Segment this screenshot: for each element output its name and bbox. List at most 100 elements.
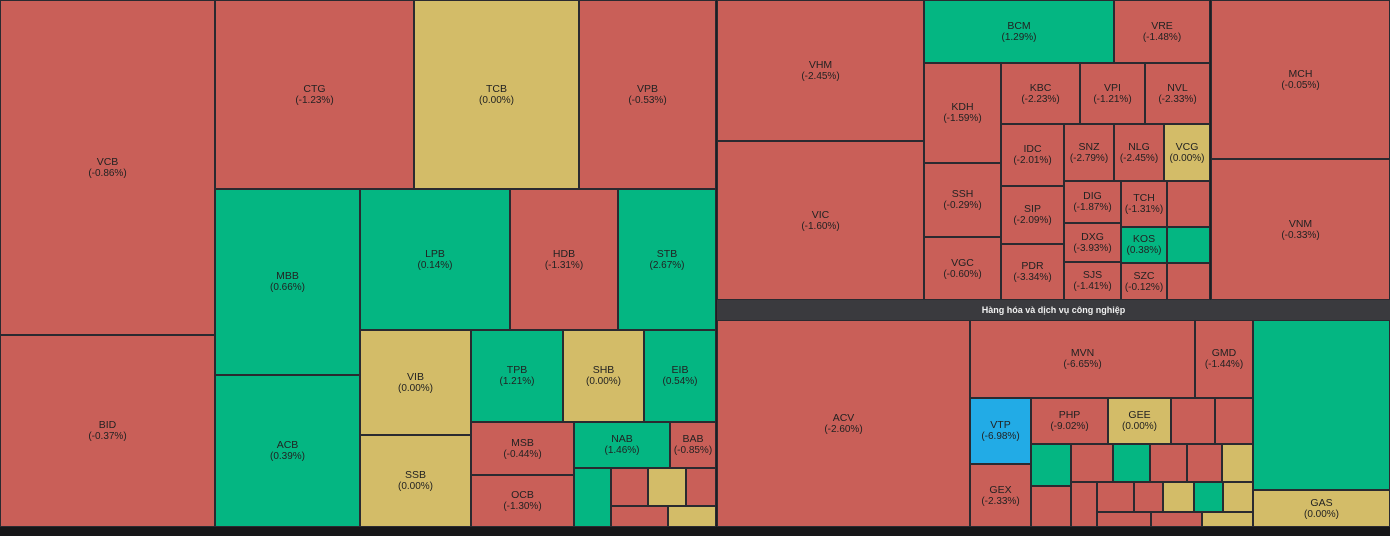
tile-kdh[interactable]: KDH (-1.59%)	[924, 63, 1001, 163]
tile-ocb[interactable]: OCB (-1.30%)	[471, 475, 574, 527]
tile-unlabeled[interactable]	[1113, 444, 1150, 482]
tile-ctg[interactable]: CTG (-1.23%)	[215, 0, 414, 189]
tile-ticker: ACV	[832, 411, 855, 424]
tile-snz[interactable]: SNZ (-2.79%)	[1064, 124, 1114, 181]
tile-sip[interactable]: SIP (-2.09%)	[1001, 186, 1064, 244]
tile-sjs[interactable]: SJS (-1.41%)	[1064, 262, 1121, 300]
tile-unlabeled[interactable]	[574, 468, 611, 527]
tile-unlabeled[interactable]	[1223, 482, 1253, 512]
tile-stb[interactable]: STB (2.67%)	[618, 189, 716, 330]
tile-unlabeled[interactable]	[1071, 482, 1097, 527]
tile-vgc[interactable]: VGC (-0.60%)	[924, 237, 1001, 300]
tile-unlabeled[interactable]	[668, 506, 716, 527]
tile-ticker: GEE	[1128, 409, 1151, 421]
tile-change: (-6.65%)	[1063, 359, 1102, 370]
tile-vcb[interactable]: VCB (-0.86%)	[0, 0, 215, 335]
tile-kbc[interactable]: KBC (-2.23%)	[1001, 63, 1080, 124]
tile-ticker: GAS	[1310, 496, 1333, 509]
tile-ticker: VNM	[1288, 217, 1313, 230]
tile-ticker: OCB	[511, 489, 534, 501]
tile-change: (0.00%)	[585, 376, 621, 387]
tile-vpi[interactable]: VPI (-1.21%)	[1080, 63, 1145, 124]
tile-ticker: VCB	[96, 155, 119, 168]
tile-ticker: VHM	[808, 58, 833, 71]
tile-acb[interactable]: ACB (0.39%)	[215, 375, 360, 527]
tile-vtp[interactable]: VTP (-6.98%)	[970, 398, 1031, 464]
tile-unlabeled[interactable]	[1071, 444, 1113, 482]
tile-unlabeled[interactable]	[1215, 398, 1253, 444]
tile-acv[interactable]: ACV (-2.60%)	[717, 320, 970, 527]
tile-unlabeled[interactable]	[1031, 444, 1071, 486]
tile-unlabeled[interactable]	[1151, 512, 1202, 527]
tile-hdb[interactable]: HDB (-1.31%)	[510, 189, 618, 330]
tile-vre[interactable]: VRE (-1.48%)	[1114, 0, 1210, 63]
tile-unlabeled[interactable]	[648, 468, 686, 506]
tile-unlabeled[interactable]	[1167, 181, 1210, 227]
tile-unlabeled[interactable]	[1171, 398, 1215, 444]
tile-unlabeled[interactable]	[1134, 482, 1163, 512]
tile-eib[interactable]: EIB (0.54%)	[644, 330, 716, 422]
tile-vic[interactable]: VIC (-1.60%)	[717, 141, 924, 300]
tile-nab[interactable]: NAB (1.46%)	[574, 422, 670, 468]
tile-pdr[interactable]: PDR (-3.34%)	[1001, 244, 1064, 300]
tile-bab[interactable]: BAB (-0.85%)	[670, 422, 716, 468]
tile-unlabeled[interactable]	[1167, 227, 1210, 263]
tile-nvl[interactable]: NVL (-2.33%)	[1145, 63, 1210, 124]
tile-vcg[interactable]: VCG (0.00%)	[1164, 124, 1210, 181]
tile-mbb[interactable]: MBB (0.66%)	[215, 189, 360, 375]
tile-ticker: EIB	[671, 364, 689, 376]
tile-kos[interactable]: KOS (0.38%)	[1121, 227, 1167, 263]
tile-bid[interactable]: BID (-0.37%)	[0, 335, 215, 527]
tile-ssh[interactable]: SSH (-0.29%)	[924, 163, 1001, 237]
tile-change: (-1.59%)	[943, 113, 982, 124]
tile-vhm[interactable]: VHM (-2.45%)	[717, 0, 924, 141]
tile-mch[interactable]: MCH (-0.05%)	[1211, 0, 1390, 159]
tile-change: (-2.09%)	[1013, 215, 1052, 226]
tile-unlabeled[interactable]	[1202, 512, 1253, 527]
tile-unlabeled[interactable]	[1167, 263, 1210, 300]
tile-unlabeled[interactable]	[1150, 444, 1187, 482]
tile-tch[interactable]: TCH (-1.31%)	[1121, 181, 1167, 227]
tile-lpb[interactable]: LPB (0.14%)	[360, 189, 510, 330]
tile-idc[interactable]: IDC (-2.01%)	[1001, 124, 1064, 186]
tile-dig[interactable]: DIG (-1.87%)	[1064, 181, 1121, 223]
tile-unlabeled[interactable]	[1222, 444, 1253, 482]
tile-gas[interactable]: GAS (0.00%)	[1253, 490, 1390, 527]
tile-unlabeled[interactable]	[1187, 444, 1222, 482]
tile-ticker: STB	[656, 247, 678, 260]
tile-unlabeled[interactable]	[686, 468, 716, 506]
tile-ssb[interactable]: SSB (0.00%)	[360, 435, 471, 527]
tile-unlabeled[interactable]	[1163, 482, 1194, 512]
tile-ticker: SZC	[1133, 269, 1155, 282]
tile-gmd[interactable]: GMD (-1.44%)	[1195, 320, 1253, 398]
tile-change: (-0.37%)	[88, 431, 127, 442]
tile-gee[interactable]: GEE (0.00%)	[1108, 398, 1171, 444]
tile-vib[interactable]: VIB (0.00%)	[360, 330, 471, 435]
tile-tpb[interactable]: TPB (1.21%)	[471, 330, 563, 422]
tile-vnm[interactable]: VNM (-0.33%)	[1211, 159, 1390, 300]
tile-ticker: DIG	[1083, 190, 1102, 202]
tile-nlg[interactable]: NLG (-2.45%)	[1114, 124, 1164, 181]
tile-unlabeled[interactable]	[1031, 486, 1071, 527]
tile-unlabeled[interactable]	[1097, 512, 1151, 527]
tile-ticker: SJS	[1082, 269, 1103, 281]
tile-bcm[interactable]: BCM (1.29%)	[924, 0, 1114, 63]
tile-gex[interactable]: GEX (-2.33%)	[970, 464, 1031, 527]
tile-dxg[interactable]: DXG (-3.93%)	[1064, 223, 1121, 262]
tile-msb[interactable]: MSB (-0.44%)	[471, 422, 574, 475]
tile-shb[interactable]: SHB (0.00%)	[563, 330, 644, 422]
tile-unlabeled[interactable]	[1253, 320, 1390, 490]
tile-ticker: KDH	[951, 101, 974, 113]
tile-unlabeled[interactable]	[1194, 482, 1223, 512]
tile-change: (-1.30%)	[503, 501, 542, 512]
tile-unlabeled[interactable]	[611, 468, 648, 506]
tile-tcb[interactable]: TCB (0.00%)	[414, 0, 579, 189]
tile-vpb[interactable]: VPB (-0.53%)	[579, 0, 716, 189]
tile-ticker: SIP	[1024, 203, 1041, 215]
tile-change: (0.66%)	[269, 282, 305, 293]
tile-php[interactable]: PHP (-9.02%)	[1031, 398, 1108, 444]
tile-szc[interactable]: SZC (-0.12%)	[1121, 263, 1167, 300]
tile-unlabeled[interactable]	[611, 506, 668, 527]
tile-mvn[interactable]: MVN (-6.65%)	[970, 320, 1195, 398]
tile-unlabeled[interactable]	[1097, 482, 1134, 512]
